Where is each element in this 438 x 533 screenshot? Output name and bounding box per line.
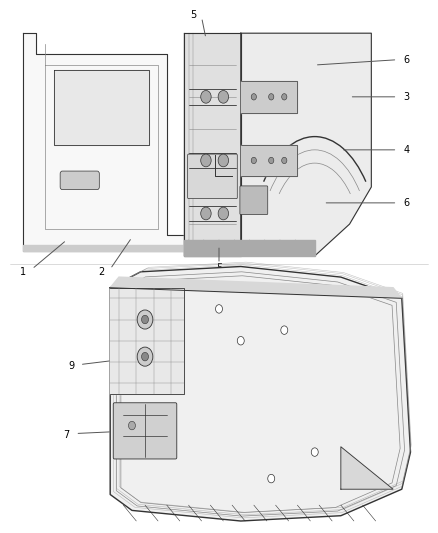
Text: 5: 5 [190, 10, 196, 20]
Polygon shape [184, 33, 241, 256]
Polygon shape [184, 240, 315, 256]
FancyBboxPatch shape [240, 186, 268, 215]
Text: 9: 9 [68, 361, 74, 370]
Polygon shape [110, 277, 402, 298]
Circle shape [251, 94, 256, 100]
Circle shape [215, 305, 223, 313]
FancyBboxPatch shape [60, 171, 99, 190]
FancyBboxPatch shape [187, 154, 237, 199]
Circle shape [281, 326, 288, 334]
Circle shape [201, 207, 211, 220]
Circle shape [251, 157, 256, 164]
Polygon shape [341, 447, 393, 489]
Circle shape [218, 91, 229, 103]
FancyBboxPatch shape [113, 403, 177, 459]
Text: 4: 4 [403, 145, 409, 155]
Circle shape [237, 336, 244, 345]
Text: 6: 6 [403, 55, 409, 64]
Circle shape [141, 316, 148, 324]
Circle shape [141, 352, 148, 361]
Polygon shape [241, 33, 371, 256]
Polygon shape [110, 266, 410, 521]
Circle shape [201, 154, 211, 167]
Circle shape [282, 94, 287, 100]
Polygon shape [23, 33, 184, 251]
Circle shape [128, 421, 135, 430]
Polygon shape [241, 144, 297, 176]
Text: 1: 1 [20, 267, 26, 277]
Circle shape [268, 474, 275, 483]
Text: 2: 2 [99, 267, 105, 277]
Circle shape [218, 207, 229, 220]
Text: 6: 6 [403, 198, 409, 208]
Polygon shape [53, 70, 149, 144]
Circle shape [137, 347, 153, 366]
Polygon shape [23, 245, 184, 251]
Polygon shape [241, 81, 297, 113]
Circle shape [282, 157, 287, 164]
Text: 3: 3 [403, 92, 409, 102]
Circle shape [311, 448, 318, 456]
Circle shape [268, 94, 274, 100]
Text: 7: 7 [64, 430, 70, 440]
Text: 5: 5 [216, 263, 222, 273]
Circle shape [268, 157, 274, 164]
Polygon shape [110, 288, 184, 394]
Circle shape [218, 154, 229, 167]
Circle shape [201, 91, 211, 103]
Circle shape [137, 310, 153, 329]
